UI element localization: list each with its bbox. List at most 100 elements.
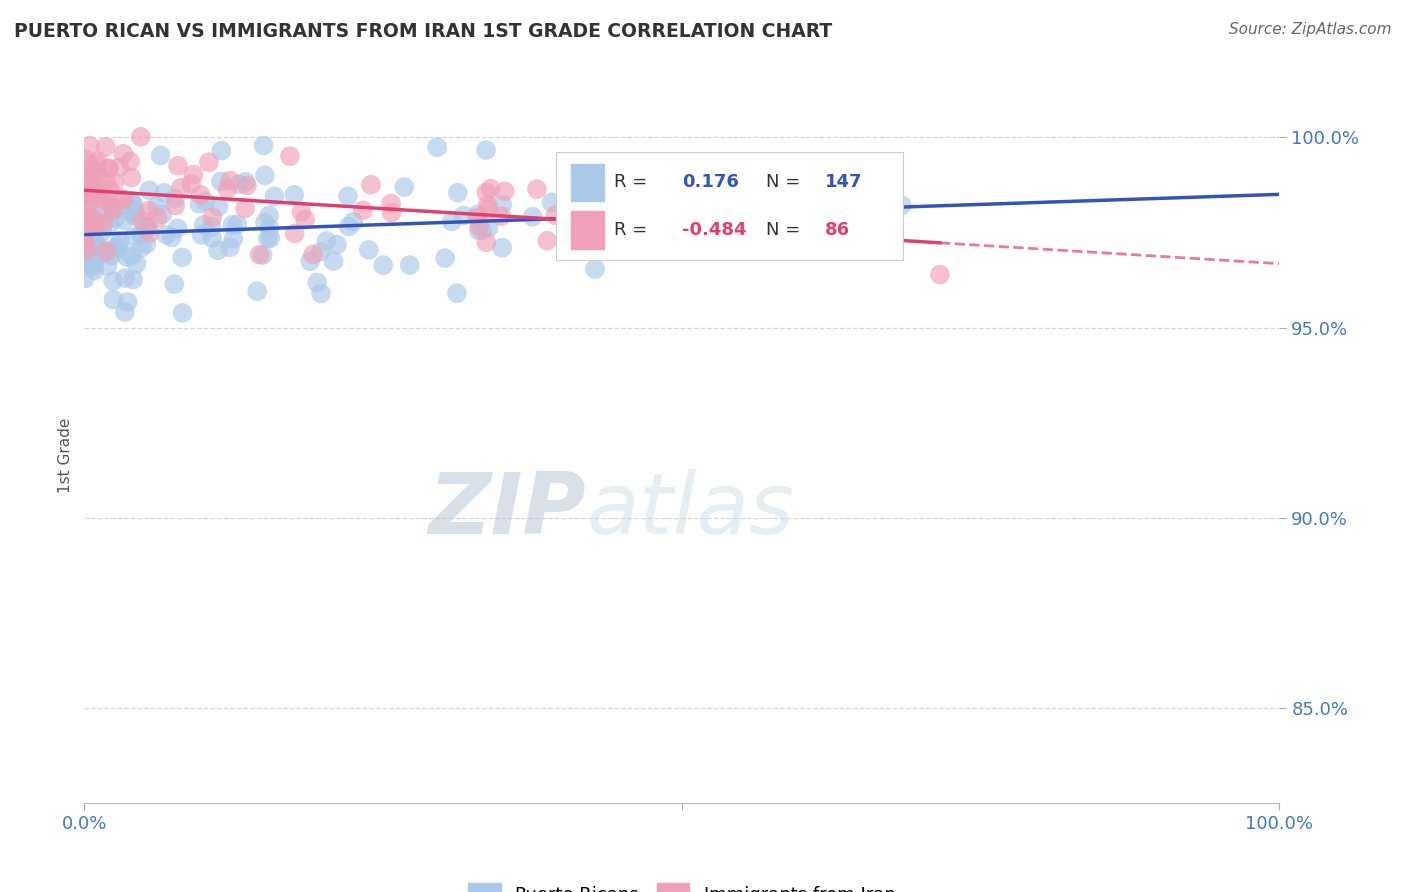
Point (122, 229, 145, 244)
Text: R =: R = (614, 173, 652, 192)
Point (104, 211, 127, 225)
Point (98, 218, 121, 232)
Point (77, 244, 100, 259)
Point (257, 208, 280, 222)
Point (166, 221, 188, 235)
Point (87, 239, 110, 253)
Point (755, 205, 778, 219)
Point (77, 158, 100, 172)
Point (188, 187, 211, 202)
Point (138, 203, 160, 218)
Point (221, 218, 243, 232)
Text: Source: ZipAtlas.com: Source: ZipAtlas.com (1229, 22, 1392, 37)
Point (284, 227, 307, 241)
Point (114, 271, 136, 285)
Point (477, 198, 499, 212)
Point (87, 189, 110, 203)
Point (94, 140, 117, 154)
Point (489, 209, 512, 223)
Point (120, 154, 142, 169)
Point (150, 207, 173, 221)
Point (236, 178, 259, 193)
Point (73, 243, 96, 257)
Point (125, 257, 148, 271)
FancyBboxPatch shape (571, 163, 605, 202)
Point (526, 182, 548, 196)
Point (80, 211, 103, 225)
Point (468, 219, 491, 234)
Point (200, 219, 222, 234)
Point (101, 274, 124, 288)
Point (138, 183, 160, 197)
Point (209, 144, 232, 158)
Point (122, 197, 145, 211)
Point (883, 217, 905, 231)
Point (117, 295, 139, 310)
Point (129, 129, 152, 144)
Point (299, 254, 322, 268)
Point (96, 244, 118, 259)
Point (135, 220, 157, 235)
Point (600, 184, 623, 198)
Point (73, 183, 96, 197)
Point (73, 152, 96, 166)
Point (76, 244, 98, 258)
Point (138, 226, 160, 240)
Point (373, 258, 395, 272)
Point (129, 227, 152, 242)
Point (252, 248, 274, 262)
Point (75, 216, 97, 230)
Point (135, 222, 157, 236)
Point (80, 257, 103, 271)
Point (426, 140, 449, 154)
Point (278, 149, 301, 163)
Point (104, 243, 127, 257)
Point (79, 173, 101, 187)
Point (97, 202, 120, 217)
Point (112, 213, 135, 227)
Text: -0.484: -0.484 (682, 221, 747, 239)
Point (153, 186, 176, 200)
Point (136, 219, 159, 234)
Point (84, 236, 107, 251)
Point (263, 189, 285, 203)
Point (475, 143, 498, 157)
Point (87, 169, 110, 183)
Point (233, 202, 256, 216)
Point (228, 178, 250, 192)
Point (100, 249, 122, 263)
Point (83, 263, 105, 277)
Point (193, 218, 215, 232)
Point (73, 257, 96, 271)
Point (73, 202, 96, 216)
Point (491, 198, 513, 212)
Point (76, 186, 98, 201)
Point (163, 192, 186, 206)
Point (219, 240, 242, 254)
Point (104, 202, 127, 216)
Point (257, 231, 280, 245)
Point (352, 203, 374, 218)
Point (302, 247, 325, 261)
Point (76, 171, 98, 186)
Point (207, 244, 229, 258)
Point (155, 227, 177, 242)
Point (337, 219, 360, 234)
Point (253, 169, 276, 183)
Text: N =: N = (765, 221, 806, 239)
Point (475, 235, 498, 250)
Point (77, 216, 100, 230)
Point (110, 192, 132, 206)
Point (259, 231, 281, 245)
Point (315, 234, 337, 248)
Text: N =: N = (765, 173, 806, 192)
Point (82, 219, 104, 233)
Point (76, 211, 98, 226)
Point (100, 199, 122, 213)
Point (172, 306, 194, 320)
Point (115, 250, 138, 264)
Text: PUERTO RICAN VS IMMIGRANTS FROM IRAN 1ST GRADE CORRELATION CHART: PUERTO RICAN VS IMMIGRANTS FROM IRAN 1ST… (14, 22, 832, 41)
Point (83, 218, 105, 232)
Point (544, 208, 567, 222)
Point (283, 187, 305, 202)
